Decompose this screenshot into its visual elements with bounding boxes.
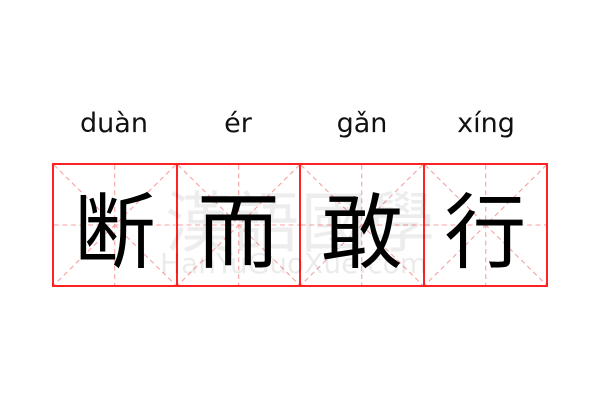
guide-lines bbox=[301, 165, 423, 285]
guide-lines bbox=[424, 165, 546, 285]
guide-lines bbox=[54, 165, 176, 285]
pinyin-3: gǎn bbox=[336, 108, 388, 139]
watermark-latin: HanYuGuoXue.com bbox=[160, 247, 428, 280]
character: 敢 bbox=[320, 185, 403, 281]
character: 行 bbox=[444, 185, 527, 281]
character: 断 bbox=[73, 185, 156, 281]
character-cell: 断 bbox=[54, 165, 178, 285]
character-cell: 敢 bbox=[301, 165, 425, 285]
pinyin-2: ér bbox=[224, 108, 252, 139]
character: 而 bbox=[197, 185, 280, 281]
guide-lines bbox=[177, 165, 299, 285]
character-cell: 而 bbox=[177, 165, 301, 285]
character-grid: 断 而 敢 行 bbox=[52, 163, 548, 287]
character-cell: 行 bbox=[424, 165, 546, 285]
pinyin-4: xíng bbox=[457, 108, 515, 139]
watermark-chinese: 漢語國學 bbox=[165, 185, 437, 262]
pinyin-1: duàn bbox=[80, 108, 148, 139]
